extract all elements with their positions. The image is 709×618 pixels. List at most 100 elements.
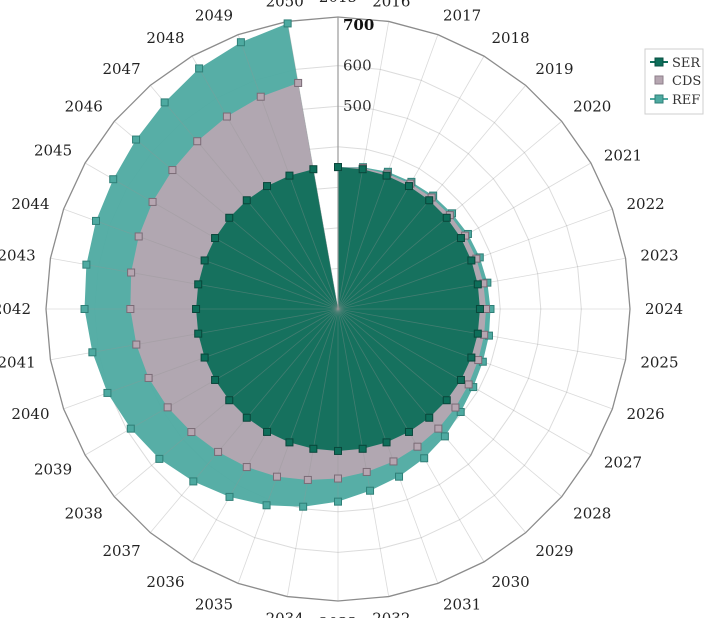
marker-ref-2045 [109,175,118,184]
category-label-2031: 2031 [443,595,481,613]
marker-ser-2044 [200,256,209,265]
marker-cds-2034 [303,475,312,484]
legend-item-ref: REF [650,93,700,108]
category-labels: 2015 2016 2017 2018 2019 2020 2021 2022 2023 2024… [0,0,683,618]
category-label-2035: 2035 [195,595,233,613]
marker-ser-2020 [442,213,451,222]
marker-ser-2039 [211,375,220,384]
marker-ref-2036 [225,492,234,501]
marker-cds-2042 [126,305,135,313]
marker-ser-2040 [200,353,209,362]
marker-ser-2033 [334,446,342,455]
marker-ref-2035 [262,501,271,510]
marker-ref-2030 [420,454,429,463]
marker-cds-2039 [163,403,172,412]
category-label-2040: 2040 [11,405,49,423]
marker-cds-2048 [222,112,231,121]
category-label-2025: 2025 [640,353,678,371]
marker-cds-2045 [148,197,157,206]
marker-ser-2047 [242,196,251,205]
marker-ser-2034 [309,444,318,453]
category-label-2029: 2029 [535,542,573,560]
marker-ser-2048 [263,182,272,191]
category-label-2041: 2041 [0,353,36,371]
marker-ser-2036 [263,427,272,436]
marker-ref-2044 [92,216,100,225]
outer-ring [45,16,631,602]
category-label-2039: 2039 [34,461,72,479]
marker-ref-2049 [236,38,245,47]
marker-ref-2047 [160,98,169,107]
category-label-2018: 2018 [492,29,530,47]
spoke-lines [46,17,630,601]
radial-tick-700: 700 [343,16,374,34]
category-label-2021: 2021 [604,147,642,165]
marker-ser-2024 [475,305,484,313]
category-label-2045: 2045 [34,142,72,160]
category-label-2036: 2036 [146,573,184,591]
category-label-2020: 2020 [573,98,611,116]
category-label-2028: 2028 [573,504,611,522]
marker-ser-2017 [382,171,391,180]
category-label-2033: 2033 [319,614,357,618]
series-areas [84,23,491,507]
marker-ser-2038 [225,396,234,405]
marker-ref-2031 [395,472,404,481]
category-label-2046: 2046 [65,98,103,116]
marker-ref-2039 [126,424,135,433]
category-label-2032: 2032 [372,609,410,618]
marker-cds-2028 [451,403,460,412]
marker-ser-2031 [382,438,391,447]
marker-ser-2022 [467,256,476,265]
radial-tick-600: 600 [343,57,372,75]
category-label-2043: 2043 [0,247,36,265]
category-label-2044: 2044 [11,195,49,213]
marker-ser-2042 [192,305,201,313]
radial-tick-500: 500 [343,97,372,115]
marker-cds-2027 [464,380,473,389]
marker-cds-2041 [132,340,141,349]
marker-cds-2046 [168,166,177,175]
marker-ref-2043 [82,260,91,269]
marker-cds-2043 [127,268,136,277]
legend-swatch [654,57,664,67]
legend-label-ser: SER [672,56,701,71]
category-label-2050: 2050 [266,0,304,11]
marker-ser-2045 [211,234,220,243]
marker-cds-2032 [362,467,371,476]
category-label-2047: 2047 [102,60,140,78]
legend-label-cds: CDS [672,74,701,89]
category-label-2016: 2016 [372,0,410,11]
marker-ref-2033 [334,497,342,506]
marker-ser-2043 [194,280,203,289]
marker-ref-2029 [440,432,449,441]
marker-cds-2035 [272,472,281,481]
marker-cds-2038 [187,428,196,437]
category-label-2042: 2042 [0,300,31,318]
marker-cds-2040 [144,373,153,382]
category-label-2049: 2049 [195,7,233,25]
category-label-2038: 2038 [65,504,103,522]
marker-ref-2042 [80,305,89,313]
category-label-2017: 2017 [443,7,481,25]
marker-cds-2044 [134,232,143,241]
marker-ser-2035 [285,438,294,447]
category-label-2027: 2027 [604,454,642,472]
marker-ser-2018 [404,182,413,191]
marker-ser-2046 [225,213,234,222]
category-label-2034: 2034 [266,609,304,618]
category-label-2037: 2037 [102,542,140,560]
marker-ser-2049 [285,171,294,180]
legend-item-ser: SER [650,56,701,71]
marker-ser-2019 [425,196,434,205]
marker-ser-2023 [473,280,482,289]
marker-ser-2050 [309,165,318,174]
marker-ref-2032 [366,486,375,495]
category-label-2030: 2030 [492,573,530,591]
legend-label-ref: REF [672,93,700,108]
marker-ref-2028 [456,407,465,416]
marker-ser-2027 [456,375,465,384]
marker-ref-2034 [299,502,308,511]
marker-ser-2016 [358,165,367,174]
